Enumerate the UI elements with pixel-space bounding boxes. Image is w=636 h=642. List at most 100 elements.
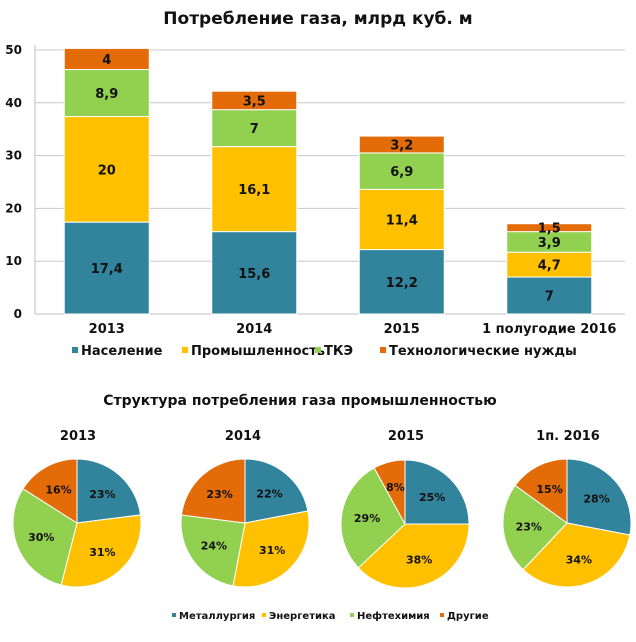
legend-item: Население xyxy=(72,344,163,359)
pie-chart-legend: Металлургия Энергетика Нефтехимия Другие xyxy=(172,610,489,622)
bar-data-label: 8,9 xyxy=(95,87,118,102)
pie-slice xyxy=(404,459,470,525)
legend-label: Другие xyxy=(447,611,489,622)
pie-title: 1п. 2016 xyxy=(536,429,600,444)
pie-charts: 2013 23% 31% 30% 16% 2014 22% 31% 24% 23% 2015 25% 3… xyxy=(12,429,632,589)
bar-data-label: 11,4 xyxy=(386,213,418,228)
pie-slice xyxy=(566,458,632,536)
pie-slice-label: 22% xyxy=(256,487,282,500)
x-category-label: 2014 xyxy=(236,322,272,337)
bar-segment xyxy=(211,146,298,233)
bar-chart-legend: Население Промышленность ТКЭ Технологически… xyxy=(72,344,577,359)
pie-slice-label: 38% xyxy=(406,554,432,567)
y-tick-label: 30 xyxy=(5,149,22,163)
pie-slice xyxy=(522,522,631,588)
legend-label: Промышленность xyxy=(191,344,325,359)
bar-data-label: 15,6 xyxy=(238,267,270,282)
legend-item: Другие xyxy=(440,611,489,622)
pie-slice-label: 23% xyxy=(516,521,542,534)
legend-label: Металлургия xyxy=(179,611,255,622)
pie-slice-label: 16% xyxy=(45,483,71,496)
bar-segment xyxy=(211,90,298,111)
bar-data-label: 3,9 xyxy=(538,236,561,251)
bar-stack: 15,6 16,1 7 3,5 xyxy=(211,90,298,315)
legend-item: Промышленность xyxy=(182,344,325,359)
bar-data-label: 3,5 xyxy=(243,94,266,109)
pie-chart: 2013 23% 31% 30% 16% xyxy=(12,429,142,588)
pie-slice-label: 30% xyxy=(28,531,54,544)
pie-slice-label: 23% xyxy=(206,488,232,501)
pie-section-title: Структура потребления газа промышленност… xyxy=(103,393,497,409)
legend-swatch xyxy=(440,613,444,617)
legend-label: Население xyxy=(81,344,163,359)
pie-slice xyxy=(76,458,142,524)
pie-chart: 1п. 2016 28% 34% 23% 15% xyxy=(502,429,632,588)
pie-slice xyxy=(22,458,78,524)
y-tick-label: 20 xyxy=(5,201,22,215)
x-category-label: 2015 xyxy=(384,322,420,337)
pie-slice xyxy=(12,488,78,586)
bar-segment xyxy=(63,69,150,118)
legend-label: ТКЭ xyxy=(324,344,353,359)
y-tick-label: 0 xyxy=(14,307,22,321)
pie-slice xyxy=(60,514,142,588)
pie-title: 2014 xyxy=(225,429,261,444)
pie-slice xyxy=(180,514,246,587)
legend-item: ТКЭ xyxy=(315,344,353,359)
bar-segment xyxy=(63,116,150,223)
legend-label: Энергетика xyxy=(269,611,336,622)
bar-data-label: 7 xyxy=(250,122,259,137)
bar-data-label: 3,2 xyxy=(390,139,413,154)
pie-slice-label: 29% xyxy=(354,512,380,525)
legend-swatch xyxy=(380,347,386,353)
legend-swatch xyxy=(315,347,321,353)
bar-data-label: 4 xyxy=(102,53,111,68)
legend-item: Энергетика xyxy=(262,611,336,622)
legend-swatch xyxy=(182,347,188,353)
pie-slice-label: 31% xyxy=(89,546,115,559)
bar-data-label: 17,4 xyxy=(91,262,123,277)
pie-title: 2013 xyxy=(60,429,96,444)
pie-slice xyxy=(180,458,246,524)
bar-segment xyxy=(358,188,445,251)
x-category-label: 2013 xyxy=(89,322,125,337)
bar-segment xyxy=(506,251,593,278)
legend-swatch xyxy=(262,613,266,617)
legend-item: Технологические нужды xyxy=(380,344,577,359)
pie-slice-label: 8% xyxy=(386,481,405,494)
bar-data-label: 20 xyxy=(98,163,116,178)
pie-title: 2015 xyxy=(388,429,424,444)
pie-slice-label: 15% xyxy=(536,483,562,496)
bar-segment xyxy=(358,135,445,154)
pie-slice xyxy=(357,523,470,589)
pie-slice-label: 31% xyxy=(259,544,285,557)
pie-slice xyxy=(373,459,406,525)
legend-item: Металлургия xyxy=(172,611,255,622)
pie-slice-label: 28% xyxy=(583,493,609,506)
bar-data-label: 6,9 xyxy=(390,165,413,180)
bar-chart-title: Потребление газа, млрд куб. м xyxy=(163,9,472,29)
pie-chart: 2015 25% 38% 29% 8% xyxy=(340,429,470,589)
pie-slice xyxy=(232,510,310,588)
bar-segment xyxy=(211,231,298,315)
pie-slice xyxy=(502,484,568,571)
pie-slice-label: 23% xyxy=(89,488,115,501)
y-tick-label: 40 xyxy=(5,96,22,110)
bar-stack: 12,2 11,4 6,9 3,2 xyxy=(358,135,445,315)
bar-data-label: 16,1 xyxy=(238,183,270,198)
legend-swatch xyxy=(172,613,176,617)
bar-segment xyxy=(63,47,150,71)
legend-swatch xyxy=(72,347,78,353)
x-category-label: 1 полугодие 2016 xyxy=(482,322,616,337)
bar-data-label: 4,7 xyxy=(538,259,561,274)
y-tick-label: 10 xyxy=(5,254,22,268)
bar-data-label: 7 xyxy=(545,290,554,305)
bar-data-label: 12,2 xyxy=(386,276,418,291)
pie-slice-label: 34% xyxy=(566,554,592,567)
bar-segment xyxy=(506,223,593,233)
bar-segment xyxy=(506,276,593,315)
bar-chart-x-axis: 2013 2014 2015 1 полугодие 2016 xyxy=(89,322,617,337)
pie-slice xyxy=(340,467,406,569)
legend-label: Технологические нужды xyxy=(389,344,577,359)
